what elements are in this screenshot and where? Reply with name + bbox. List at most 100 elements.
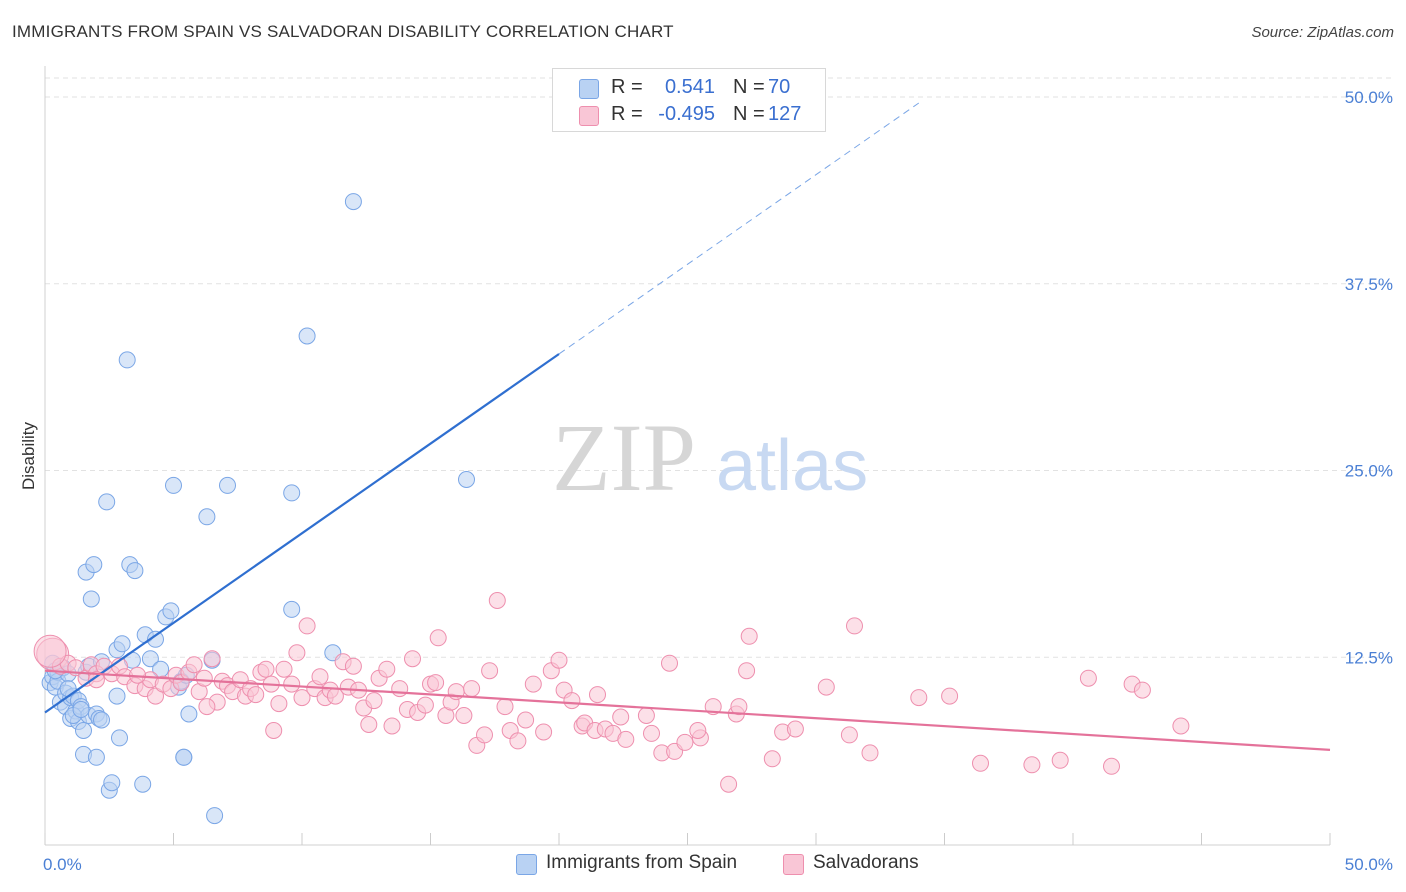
salvadoran-point	[535, 723, 553, 741]
spain-point	[72, 701, 90, 718]
salvadoran-point	[817, 678, 835, 696]
salvadoran-point	[87, 671, 105, 689]
spain-point	[283, 600, 301, 618]
salvadoran-point	[360, 716, 378, 733]
spain-point	[298, 327, 316, 345]
salvadoran-point	[617, 730, 635, 748]
spain-point	[141, 650, 159, 668]
salvadoran-point	[730, 698, 748, 716]
spain-point	[59, 680, 77, 698]
salvadoran-point	[198, 698, 216, 716]
watermark: ZIP atlas	[552, 404, 868, 511]
legend-swatch-salvadorans	[783, 854, 804, 875]
legend-label-salvadorans: Salvadorans	[813, 852, 919, 873]
salvadoran-point	[33, 634, 67, 668]
spain-point	[175, 748, 193, 766]
spain-point	[98, 493, 116, 511]
salvadoran-point	[637, 707, 655, 724]
salvadoran-point	[910, 689, 928, 707]
n-label: N =	[733, 103, 765, 125]
spain-point	[93, 711, 110, 729]
salvadoran-point	[676, 733, 694, 751]
salvadoran-point	[524, 675, 542, 693]
r-value: -0.495	[658, 103, 715, 125]
spain-point	[75, 722, 92, 739]
salvadoran-point	[1023, 756, 1041, 774]
salvadoran-point	[496, 698, 514, 716]
r-label: R =	[611, 103, 643, 125]
salvadoran-point	[429, 629, 447, 647]
legend-label-spain: Immigrants from Spain	[546, 852, 738, 873]
chart-title: IMMIGRANTS FROM SPAIN VS SALVADORAN DISA…	[12, 22, 674, 41]
spain-point	[134, 775, 152, 793]
salvadoran-point	[378, 660, 396, 678]
salvadoran-point	[481, 662, 499, 680]
salvadoran-point	[846, 617, 863, 635]
salvadoran-point	[763, 750, 781, 768]
spain-point	[103, 774, 121, 792]
salvadoran-point	[247, 686, 265, 704]
trend-lines	[44, 102, 1331, 751]
salvadoran-point	[195, 669, 213, 687]
y-tick-label: 37.5%	[1345, 275, 1393, 294]
stats-swatch-spain	[579, 79, 599, 99]
salvadoran-point	[550, 651, 568, 669]
stats-row-salvadorans: R = -0.495 N = 127	[553, 102, 825, 128]
salvadoran-point	[265, 722, 283, 739]
r-value: 0.541	[664, 76, 715, 98]
spain-point	[111, 729, 128, 747]
spain-point	[87, 748, 105, 766]
salvadoran-point	[972, 754, 989, 772]
salvadoran-point	[185, 656, 203, 674]
spain-trend-line	[44, 353, 560, 714]
watermark-zip: ZIP	[552, 404, 696, 511]
spain-point	[126, 562, 144, 580]
salvadoran-point	[293, 689, 311, 707]
salvadoran-point	[275, 660, 293, 678]
salvadoran-point	[404, 650, 421, 668]
spain-point	[108, 687, 126, 705]
salvadoran-point	[147, 687, 164, 705]
x-tick-label: 0.0%	[43, 855, 82, 874]
salvadoran-point	[476, 726, 493, 744]
x-tick-label: 50.0%	[1345, 855, 1393, 874]
salvadoran-point	[661, 654, 678, 672]
salvadoran-point	[203, 650, 221, 668]
salvadoran-point	[288, 644, 306, 662]
salvadoran-point	[257, 660, 275, 678]
stats-row-spain: R = 0.541 N = 70	[553, 75, 825, 101]
salvadoran-point	[1079, 669, 1097, 687]
salvadoran-point	[270, 695, 288, 713]
spain-point	[113, 635, 131, 653]
salvadoran-point	[941, 687, 959, 705]
salvadoran-point	[689, 722, 707, 739]
spain-point	[85, 556, 103, 574]
salvadoran-point	[786, 720, 804, 738]
salvadoran-point	[383, 717, 401, 735]
stats-swatch-salvadorans	[579, 106, 599, 126]
source-label: Source: ZipAtlas.com	[1251, 24, 1394, 41]
r-label: R =	[611, 76, 643, 98]
tick-labels: 12.5% 25.0% 37.5% 50.0% 0.0% 50.0%	[43, 88, 1393, 874]
watermark-atlas: atlas	[716, 426, 868, 506]
salvadoran-point	[1133, 681, 1151, 699]
spain-point	[198, 508, 216, 526]
salvadoran-point	[365, 692, 383, 710]
salvadoran-point	[509, 732, 527, 750]
salvadoran-point	[488, 592, 506, 609]
spain-point	[118, 351, 136, 369]
y-tick-label: 25.0%	[1345, 462, 1393, 481]
salvadoran-point	[517, 711, 535, 729]
spain-point	[180, 705, 198, 723]
salvadoran-point	[455, 707, 473, 724]
salvadoran-point	[563, 692, 581, 710]
spain-point	[219, 476, 236, 494]
salvadoran-point	[298, 617, 316, 635]
salvadoran-point	[861, 744, 879, 762]
salvadoran-point	[463, 680, 481, 698]
spain-point	[165, 476, 182, 494]
salvadoran-point	[1051, 751, 1069, 769]
salvadoran-point	[391, 680, 409, 698]
spain-point	[82, 590, 100, 608]
